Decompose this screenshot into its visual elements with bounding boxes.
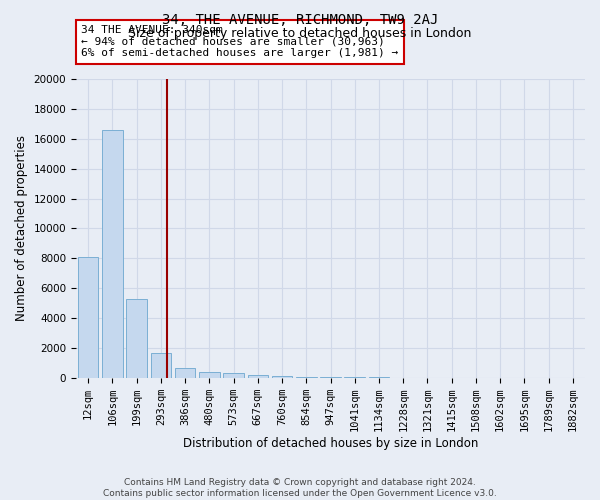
Bar <box>151 352 171 378</box>
Bar <box>127 298 147 378</box>
Bar <box>78 257 98 378</box>
Bar <box>199 372 220 378</box>
Text: Contains HM Land Registry data © Crown copyright and database right 2024.
Contai: Contains HM Land Registry data © Crown c… <box>103 478 497 498</box>
Text: 34 THE AVENUE: 340sqm
← 94% of detached houses are smaller (30,963)
6% of semi-d: 34 THE AVENUE: 340sqm ← 94% of detached … <box>81 25 398 58</box>
X-axis label: Distribution of detached houses by size in London: Distribution of detached houses by size … <box>183 437 478 450</box>
Bar <box>296 377 317 378</box>
Text: 34, THE AVENUE, RICHMOND, TW9 2AJ: 34, THE AVENUE, RICHMOND, TW9 2AJ <box>162 12 438 26</box>
Bar <box>248 375 268 378</box>
Bar <box>175 368 196 378</box>
Bar <box>344 377 365 378</box>
Bar <box>223 374 244 378</box>
Text: Size of property relative to detached houses in London: Size of property relative to detached ho… <box>128 28 472 40</box>
Y-axis label: Number of detached properties: Number of detached properties <box>15 136 28 322</box>
Bar <box>102 130 122 378</box>
Bar <box>320 377 341 378</box>
Bar <box>272 376 292 378</box>
